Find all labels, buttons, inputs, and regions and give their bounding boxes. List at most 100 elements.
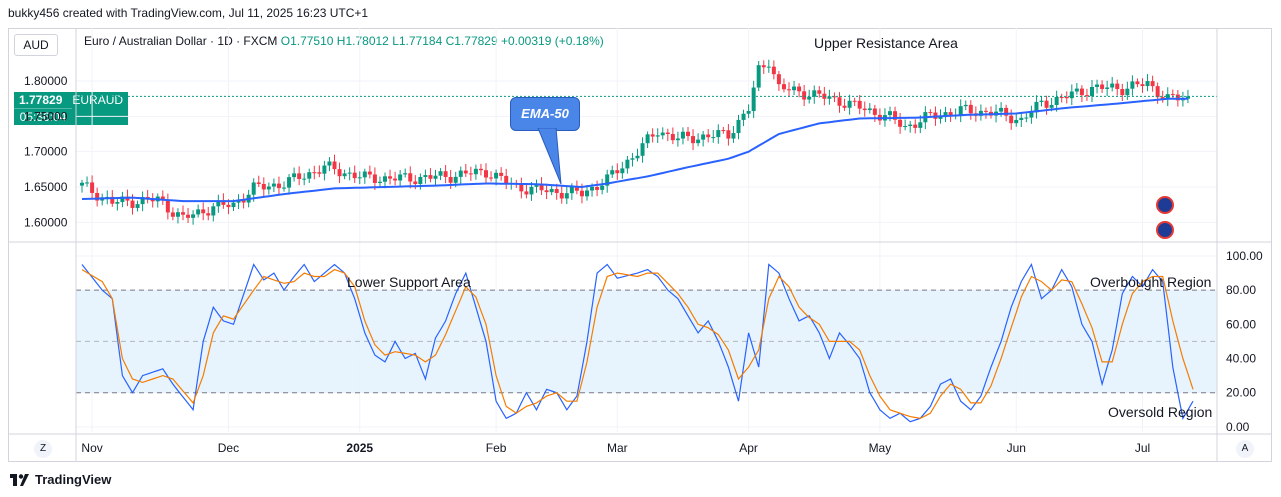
candle-body [539, 183, 544, 191]
ema-50-line [81, 97, 1188, 203]
oversold-label: Oversold Region [1108, 404, 1213, 420]
candle-body [448, 176, 453, 183]
candle-body [726, 130, 731, 139]
candle-body [978, 110, 983, 116]
candle-body [913, 124, 918, 128]
candle-body [564, 193, 569, 199]
candle-body [276, 183, 281, 189]
candle-body [120, 196, 125, 203]
candle-body [898, 119, 903, 127]
candle-body [756, 65, 761, 88]
candle-body [625, 159, 630, 169]
candle-body [837, 97, 842, 106]
candle-body [1024, 117, 1029, 119]
candle-body [706, 134, 711, 138]
candle-body [1130, 81, 1135, 89]
candle-body [1095, 84, 1100, 88]
candle-body [372, 174, 377, 183]
candle-body [776, 74, 781, 85]
close-value: C1.77829 [445, 34, 498, 48]
au-flag-icon[interactable] [1156, 221, 1174, 239]
candle-body [731, 133, 736, 139]
candle-body [620, 168, 625, 174]
candle-body [943, 112, 948, 117]
price-tick-label: 1.75000 [24, 109, 68, 123]
candle-body [408, 173, 413, 182]
candle-body [842, 105, 847, 108]
candle-body [115, 202, 120, 204]
candle-body [746, 111, 751, 114]
candle-body [741, 113, 746, 120]
candle-body [80, 182, 84, 186]
candle-body [1125, 88, 1130, 96]
candle-body [640, 143, 645, 156]
candle-body [635, 155, 640, 159]
candle-body [797, 86, 802, 92]
symbol-legend: Euro / Australian Dollar · 1D · FXCM O1.… [84, 34, 604, 48]
candle-body [191, 214, 196, 218]
candle-body [812, 90, 817, 97]
candle-body [802, 91, 807, 100]
candle-body [135, 204, 140, 208]
candle-body [832, 96, 837, 98]
candle-body [393, 178, 398, 181]
candle-body [160, 196, 165, 201]
candle-body [529, 186, 534, 195]
candle-body [1110, 83, 1115, 88]
candle-body [388, 176, 393, 179]
candle-body [494, 172, 499, 179]
candle-body [716, 130, 721, 138]
candle-body [691, 136, 696, 144]
candle-body [534, 183, 539, 187]
candle-body [1074, 88, 1079, 92]
candle-body [1019, 117, 1024, 120]
candle-body [478, 168, 483, 171]
candle-body [680, 131, 685, 139]
z-button[interactable]: Z [34, 440, 52, 458]
auto-scale-button[interactable]: A [1236, 440, 1254, 458]
candle-body [751, 87, 756, 112]
low-value: L1.77184 [392, 34, 443, 48]
candle-body [549, 188, 554, 193]
symbol-name[interactable]: Euro / Australian Dollar · 1D · FXCM [84, 34, 278, 48]
candle-body [761, 65, 766, 68]
candle-body [357, 177, 362, 179]
candle-body [342, 173, 347, 177]
eu-flag-icon[interactable] [1156, 196, 1174, 214]
candle-body [170, 212, 175, 217]
candle-body [433, 175, 438, 179]
candle-body [852, 100, 857, 102]
candle-body [1014, 119, 1019, 124]
price-tick-label: 1.80000 [24, 74, 68, 88]
candle-body [211, 206, 216, 216]
candle-body [817, 90, 822, 94]
candle-body [1059, 96, 1064, 98]
candle-body [292, 173, 297, 178]
candle-body [398, 174, 403, 181]
candle-body [1029, 112, 1034, 118]
candle-body [665, 132, 670, 135]
candle-body [544, 190, 549, 193]
candle-body [251, 182, 256, 195]
candle-body [686, 131, 690, 137]
chart-credit: bukky456 created with TradingView.com, J… [8, 6, 369, 20]
candle-body [352, 172, 357, 179]
candle-body [519, 183, 524, 192]
candle-body [453, 176, 458, 183]
candle-body [317, 172, 322, 174]
candle-body [1150, 81, 1155, 87]
candle-body [847, 100, 852, 108]
candle-body [468, 173, 473, 175]
candle-body [413, 181, 418, 185]
candle-body [1004, 107, 1009, 116]
candle-body [696, 139, 701, 144]
candle-body [524, 191, 529, 195]
candle-body [383, 176, 387, 182]
candle-body [85, 182, 90, 184]
candle-body [261, 183, 266, 190]
candle-body [903, 126, 908, 128]
price-tick-label: 1.70000 [24, 145, 68, 159]
currency-button[interactable]: AUD [14, 34, 58, 56]
high-value: H1.78012 [336, 34, 389, 48]
